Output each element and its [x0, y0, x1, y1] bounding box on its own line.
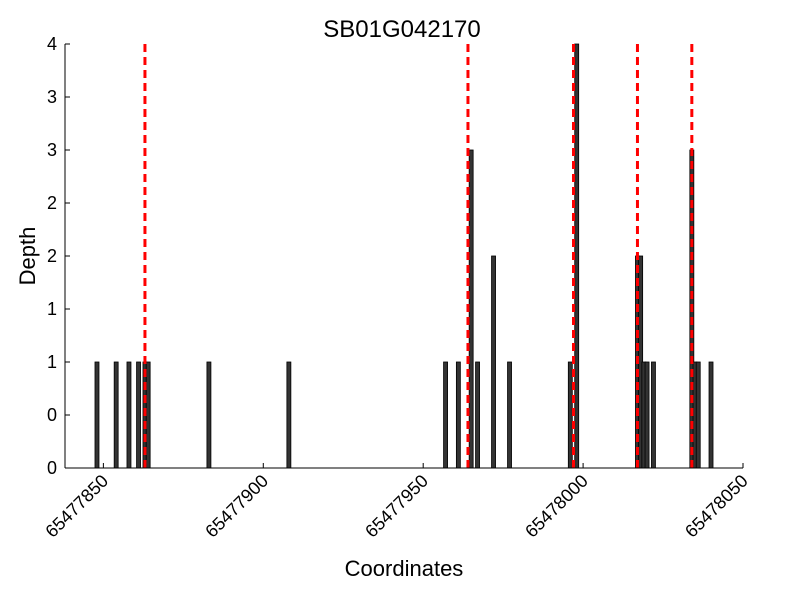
depth-bar: [94, 361, 100, 469]
y-tick-label: 0: [47, 405, 57, 425]
bars-layer: [94, 43, 714, 469]
depth-bar: [455, 361, 461, 469]
y-ticks-layer: 0 0 1 1 2 2 3 3 4: [47, 34, 70, 478]
x-tick-label: 65477900: [201, 471, 272, 542]
depth-bar: [644, 361, 650, 469]
depth-bar: [695, 361, 701, 469]
depth-bar: [567, 361, 573, 469]
depth-bar: [574, 43, 580, 469]
y-tick-label: 4: [47, 34, 57, 54]
depth-bar: [113, 361, 119, 469]
depth-bar: [708, 361, 714, 469]
depth-bar: [145, 361, 151, 469]
depth-bar: [491, 255, 496, 469]
x-tick-label: 65478000: [521, 471, 592, 542]
x-ticks-layer: 65477850 65477900 65477950 65478000 65478050: [41, 463, 752, 542]
y-tick-label: 3: [47, 140, 57, 160]
x-tick-label: 65478050: [681, 471, 752, 542]
x-axis-label: Coordinates: [345, 556, 464, 581]
depth-bar: [468, 149, 474, 469]
depth-bar: [286, 361, 292, 469]
y-tick-label: 2: [47, 246, 57, 266]
depth-bar: [126, 361, 132, 469]
x-tick-label: 65477950: [361, 471, 432, 542]
y-tick-label: 1: [47, 299, 57, 319]
depth-bar: [507, 361, 512, 469]
y-tick-label: 1: [47, 352, 57, 372]
y-tick-label: 0: [47, 458, 57, 478]
marker-lines-layer: [143, 44, 694, 468]
depth-bar: [206, 361, 212, 469]
depth-bar: [136, 361, 141, 469]
y-axis-label: Depth: [15, 227, 40, 286]
depth-bar: [475, 361, 480, 469]
depth-bar: [651, 361, 656, 469]
y-tick-label: 2: [47, 193, 57, 213]
x-tick-label: 65477850: [41, 471, 112, 542]
chart-title: SB01G042170: [323, 16, 480, 43]
y-tick-label: 3: [47, 87, 57, 107]
depth-bar: [443, 361, 448, 469]
